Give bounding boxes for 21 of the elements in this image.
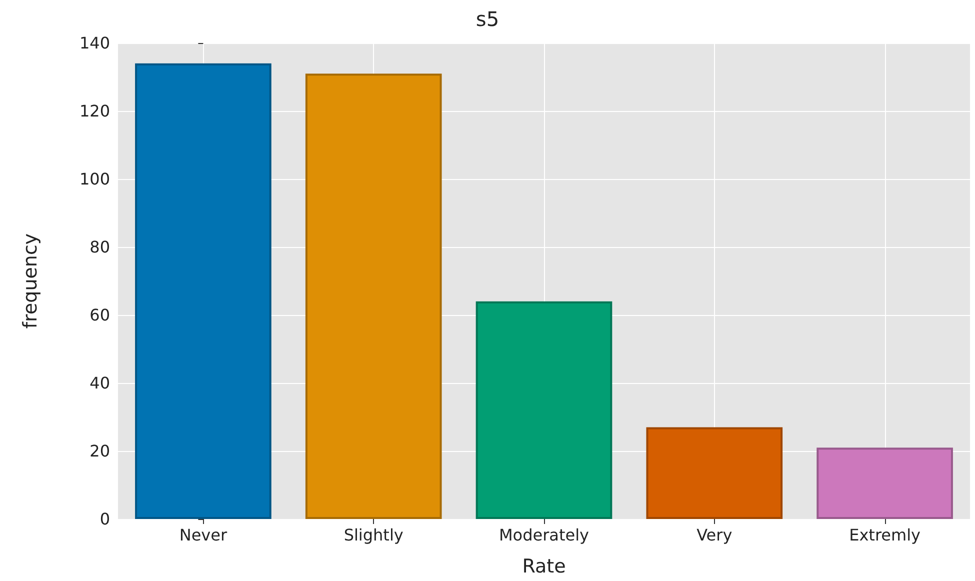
y-tick-label: 100 [79,170,110,188]
y-tick-label: 120 [79,102,110,120]
y-tick-label: 40 [90,374,110,392]
bar [476,301,612,519]
bar [305,74,442,519]
x-tick-label: Slightly [344,526,404,544]
y-tick-label: 60 [90,306,110,324]
y-tick-label: 20 [90,442,110,460]
x-tick-label: Never [179,526,228,544]
bar [646,427,783,519]
y-axis-title: frequency [20,233,42,329]
y-tick-label: 140 [79,34,110,52]
y-tick-label: 80 [90,238,110,256]
x-axis-title: Rate [522,556,566,578]
y-tick-label: 0 [100,510,110,528]
x-tick-label: Very [696,526,732,544]
x-tick-label: Moderately [498,526,590,544]
chart-title: s5 [476,7,500,31]
x-tick-label: Extremly [849,526,921,544]
bar [135,63,272,519]
bar [816,448,953,519]
